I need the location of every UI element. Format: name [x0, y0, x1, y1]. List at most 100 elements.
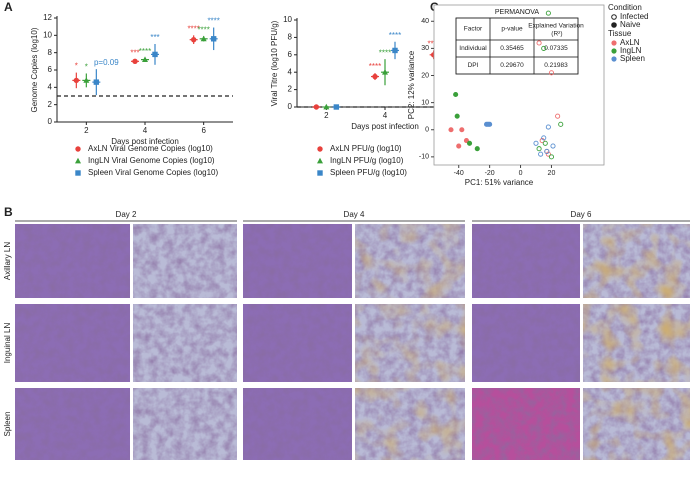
point: [454, 113, 460, 119]
tissue-texture: [243, 304, 352, 382]
legend-label: Infected: [620, 12, 648, 21]
row-label: Spleen: [3, 412, 12, 437]
stain-texture: [583, 304, 690, 382]
legend-marker: [317, 170, 323, 176]
point: [539, 138, 545, 144]
tissue-texture: [243, 224, 352, 298]
y-tick-label: 0: [425, 127, 429, 134]
y-tick-label: 40: [421, 18, 429, 25]
point: [550, 143, 556, 149]
point: [459, 127, 465, 133]
panel-label: B: [4, 205, 13, 219]
significance: ****: [207, 17, 219, 26]
x-tick-label: -40: [454, 170, 464, 177]
y-tick-label: 8: [48, 48, 53, 57]
tissue-texture: [243, 388, 352, 460]
legend-marker: [611, 22, 617, 28]
x-tick-label: 4: [383, 111, 388, 120]
stain-texture: [355, 304, 465, 382]
point: [536, 40, 542, 46]
y-tick-label: 0: [48, 117, 53, 126]
tissue-texture: [133, 224, 237, 298]
legend-marker: [317, 146, 323, 152]
significance: ***: [150, 33, 159, 42]
dot-chart: 0 2 4 6 8 10 12 2 4 6 Days post infection Genome Co…: [30, 13, 233, 177]
stain-texture: [583, 388, 690, 460]
point: [558, 121, 564, 127]
marker: [313, 104, 320, 110]
x-tick-label: 6: [201, 126, 206, 135]
marker: [210, 36, 217, 42]
significance: ****: [187, 24, 199, 33]
significance: *: [85, 63, 88, 72]
point: [536, 146, 542, 152]
significance: ***: [130, 49, 139, 58]
marker: [83, 77, 90, 83]
legend-marker: [611, 40, 617, 46]
point: [448, 127, 454, 133]
legend-marker: [317, 157, 323, 164]
y-tick-label: 0: [288, 102, 293, 111]
point: [544, 148, 550, 154]
point: [474, 146, 480, 152]
legend-label: Naive: [620, 20, 641, 29]
marker: [392, 47, 398, 54]
y-tick-label: 20: [421, 72, 429, 79]
table-text: p-value: [501, 26, 523, 33]
marker: [93, 79, 100, 85]
y-tick-label: 6: [288, 50, 293, 59]
marker: [190, 36, 197, 43]
y-tick-label: 10: [421, 99, 429, 106]
significance: ****: [369, 62, 381, 71]
legend-title: Condition: [608, 3, 642, 12]
tissue-texture: [472, 224, 580, 298]
legend-label: AxLN PFU/g (log10): [330, 144, 402, 153]
tissue-texture: [15, 224, 130, 298]
point: [533, 140, 539, 146]
point: [453, 91, 459, 98]
point: [542, 140, 548, 146]
x-tick-label: 2: [324, 111, 329, 120]
legend-title: Tissue: [608, 29, 632, 38]
point: [463, 138, 470, 144]
table-frame: [455, 17, 579, 75]
row-label: Axillary LN: [3, 242, 12, 280]
x-tick-label: 4: [143, 126, 148, 135]
table-text: Individual: [459, 45, 487, 52]
column-label: Day 6: [571, 210, 592, 219]
point: [545, 151, 551, 157]
legend-label: IngLN: [620, 46, 642, 55]
y-tick-label: 12: [43, 13, 52, 22]
tissue-texture: [472, 388, 580, 460]
legend-label: IngLN Viral Genome Copies (log10): [88, 156, 215, 165]
marker: [323, 103, 330, 110]
significance: ****: [379, 48, 391, 57]
significance: ****: [197, 25, 209, 34]
y-axis-label: PC2: 12% variance: [407, 50, 416, 119]
row-label: Inguinal LN: [3, 323, 12, 364]
table-text: 0.21983: [544, 62, 568, 69]
table-text: 0.07335: [544, 45, 568, 52]
x-axis-label: Days post infection: [351, 122, 419, 131]
table-text: 0.29670: [500, 62, 524, 69]
y-tick-label: 10: [283, 15, 292, 24]
tissue-texture: [133, 388, 237, 460]
marker: [73, 77, 80, 84]
panel-label: A: [4, 0, 13, 14]
legend-label: AxLN Viral Genome Copies (log10): [88, 144, 213, 153]
legend-label: AxLN: [620, 38, 640, 47]
x-tick-label: 0: [519, 170, 523, 177]
stain-texture: [583, 224, 690, 298]
y-tick-label: 4: [288, 67, 293, 76]
marker: [152, 51, 158, 58]
tissue-texture: [15, 388, 130, 460]
legend-marker: [75, 170, 81, 176]
tissue-texture: [15, 304, 130, 382]
significance: *: [75, 62, 78, 71]
legend-marker: [75, 157, 81, 164]
point: [548, 154, 555, 160]
y-tick-label: 4: [48, 82, 53, 91]
y-axis-label: Genome Copies (log10): [30, 27, 39, 112]
legend-label: Spleen Viral Genome Copies (log10): [88, 168, 218, 177]
